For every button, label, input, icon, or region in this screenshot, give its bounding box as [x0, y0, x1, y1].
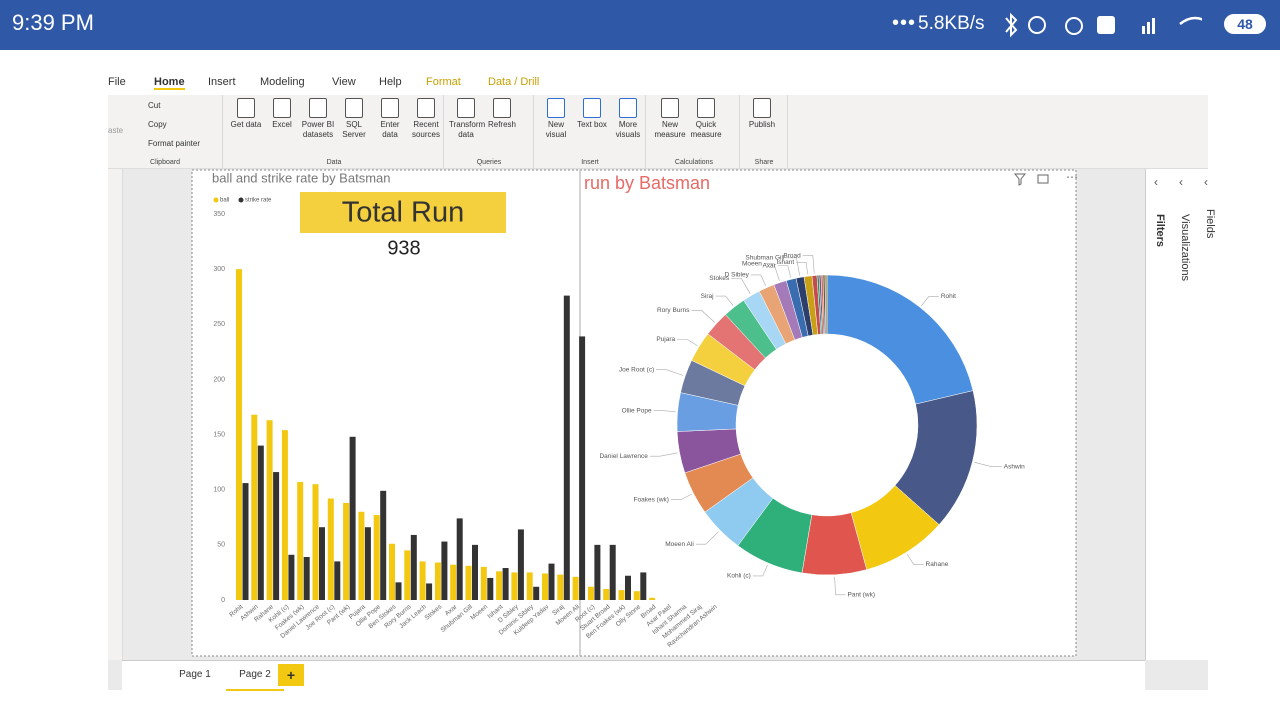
button-label: New visual: [545, 120, 567, 139]
pane-tab[interactable]: Filters: [1154, 214, 1166, 248]
button-icon: [619, 98, 637, 118]
status-bar: 9:39 PM ••• 5.8KB/s 48: [0, 0, 1280, 50]
pane-tab[interactable]: Visualizations: [1179, 214, 1191, 282]
group-name: Calculations: [674, 159, 714, 166]
ribbon-button[interactable]: aste: [108, 126, 124, 135]
left-nav: [108, 169, 123, 660]
button-icon: [237, 98, 255, 118]
add-page[interactable]: +: [278, 664, 304, 686]
button-icon: [493, 98, 511, 118]
ribbon-button[interactable]: Power BI datasets: [301, 98, 335, 140]
ribbon-tabs: File Home Insert Modeling View Help Format Data…: [108, 76, 1208, 95]
status-icons: [1002, 12, 1211, 38]
page-tabs: Page 1 Page 2 +: [122, 660, 1145, 691]
button-label: Refresh: [487, 120, 516, 129]
page-tab[interactable]: Page 2: [226, 661, 284, 691]
ribbon-button[interactable]: Cut: [148, 101, 161, 110]
button-label: Quick measure: [690, 120, 722, 139]
ribbon-group: Data Get data Excel Power BI datasets SQL Se…: [225, 95, 444, 168]
pane-collapse[interactable]: ‹: [1204, 175, 1208, 189]
ribbon-button[interactable]: SQL Server: [337, 98, 371, 140]
button-label: New measure: [654, 120, 686, 139]
button-label: Excel: [272, 120, 292, 129]
button-label: Enter data: [380, 120, 400, 139]
button-icon: [547, 98, 565, 118]
ribbon-tab[interactable]: File: [108, 76, 126, 88]
button-label: Get data: [230, 120, 262, 129]
ribbon-tab[interactable]: Home: [154, 76, 185, 90]
ribbon-tab[interactable]: Insert: [208, 76, 236, 88]
group-name: Share: [754, 159, 774, 166]
button-icon: [309, 98, 327, 118]
pane-collapse[interactable]: ‹: [1179, 175, 1183, 189]
button-icon: [417, 98, 435, 118]
ribbon-button[interactable]: Get data: [229, 98, 263, 130]
clock: 9:39 PM: [12, 10, 94, 35]
ribbon-button[interactable]: More visuals: [611, 98, 645, 140]
ribbon-button[interactable]: Copy: [148, 120, 167, 129]
button-label: Text box: [577, 120, 607, 129]
button-icon: [661, 98, 679, 118]
powerbi-window: File Home Insert Modeling View Help Format Data…: [108, 76, 1216, 691]
ribbon-group: Queries Transform data Refresh: [445, 95, 534, 168]
ribbon-button[interactable]: Text box: [575, 98, 609, 130]
ribbon-tab[interactable]: Format: [426, 76, 461, 88]
ribbon-tab[interactable]: Help: [379, 76, 402, 88]
ribbon-tab[interactable]: View: [332, 76, 356, 88]
ribbon-button[interactable]: Transform data: [449, 98, 486, 140]
ribbon-button[interactable]: New visual: [539, 98, 573, 140]
ribbon-button[interactable]: Excel: [265, 98, 299, 130]
button-icon: [457, 98, 475, 118]
ribbon-group: Insert New visual Text box More visuals: [535, 95, 646, 168]
ribbon-tab[interactable]: Modeling: [260, 76, 305, 88]
ribbon-button[interactable]: Recent sources: [409, 98, 443, 140]
ribbon-button[interactable]: Format painter: [148, 139, 201, 148]
ribbon-button[interactable]: Enter data: [373, 98, 407, 140]
button-label: SQL Server: [342, 120, 366, 139]
button-icon: [697, 98, 715, 118]
button-icon: [753, 98, 771, 118]
pane-collapse[interactable]: ‹: [1154, 175, 1158, 189]
button-icon: [345, 98, 363, 118]
network-speed: 5.8KB/s: [918, 13, 985, 34]
battery: 48: [1224, 14, 1266, 34]
ribbon: Clipboard aste Cut Copy Format painter Data Ge…: [108, 95, 1208, 169]
button-icon: [381, 98, 399, 118]
icons: [1005, 12, 1211, 38]
ribbon-group: Share Publish: [741, 95, 788, 168]
button-label: Transform data: [449, 120, 486, 139]
button-icon: [273, 98, 291, 118]
net-dots: •••: [892, 12, 917, 34]
button-label: Publish: [748, 120, 776, 129]
pane-tab[interactable]: Fields: [1204, 209, 1216, 239]
button-icon: [583, 98, 601, 118]
side-panes: Filters ‹ Visualizations ‹ Fields ‹: [1145, 169, 1216, 660]
ribbon-group: Clipboard aste Cut Copy Format painter: [108, 95, 223, 168]
ribbon-tab[interactable]: Data / Drill: [488, 76, 540, 88]
ribbon-button[interactable]: Publish: [745, 98, 779, 130]
ribbon-button[interactable]: New measure: [653, 98, 687, 140]
group-name: Queries: [476, 159, 502, 166]
ribbon-button[interactable]: Refresh: [485, 98, 519, 130]
group-name: Clipboard: [150, 159, 180, 166]
button-label: More visuals: [615, 120, 641, 139]
ribbon-button[interactable]: Quick measure: [689, 98, 723, 140]
button-label: Power BI datasets: [301, 120, 335, 139]
button-label: Recent sources: [411, 120, 440, 139]
page-tab[interactable]: Page 1: [179, 669, 211, 680]
group-name: Data: [326, 159, 342, 166]
ribbon-group: Calculations New measure Quick measure: [649, 95, 740, 168]
group-name: Insert: [581, 159, 599, 166]
